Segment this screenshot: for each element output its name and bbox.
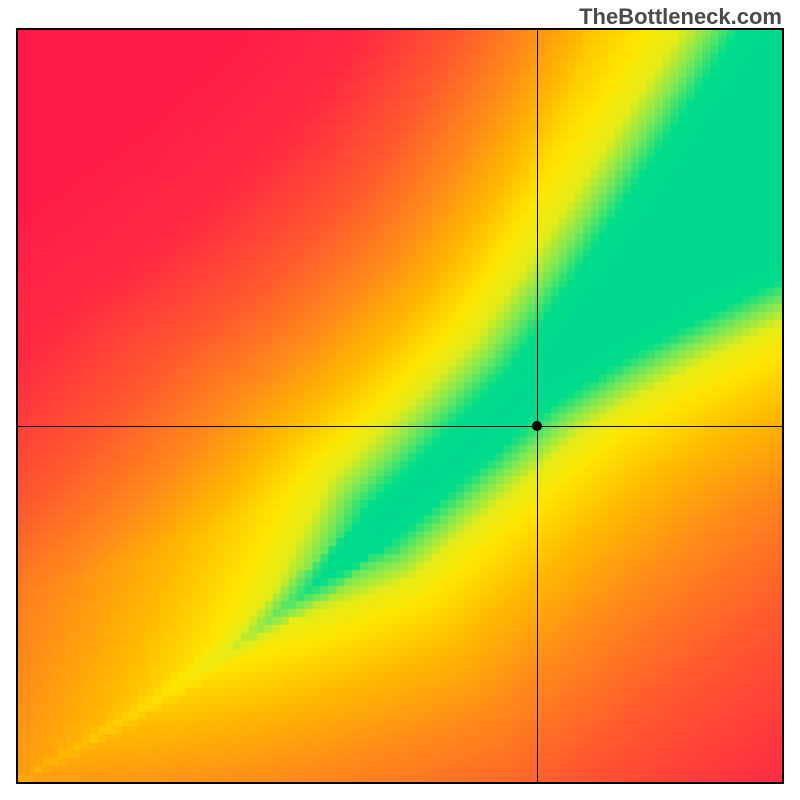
crosshair-marker-dot: [532, 421, 542, 431]
heatmap-canvas: [18, 30, 782, 782]
crosshair-vertical: [537, 30, 538, 782]
crosshair-horizontal: [18, 426, 782, 427]
bottleneck-heatmap: [16, 28, 784, 784]
watermark-text: TheBottleneck.com: [579, 4, 782, 30]
